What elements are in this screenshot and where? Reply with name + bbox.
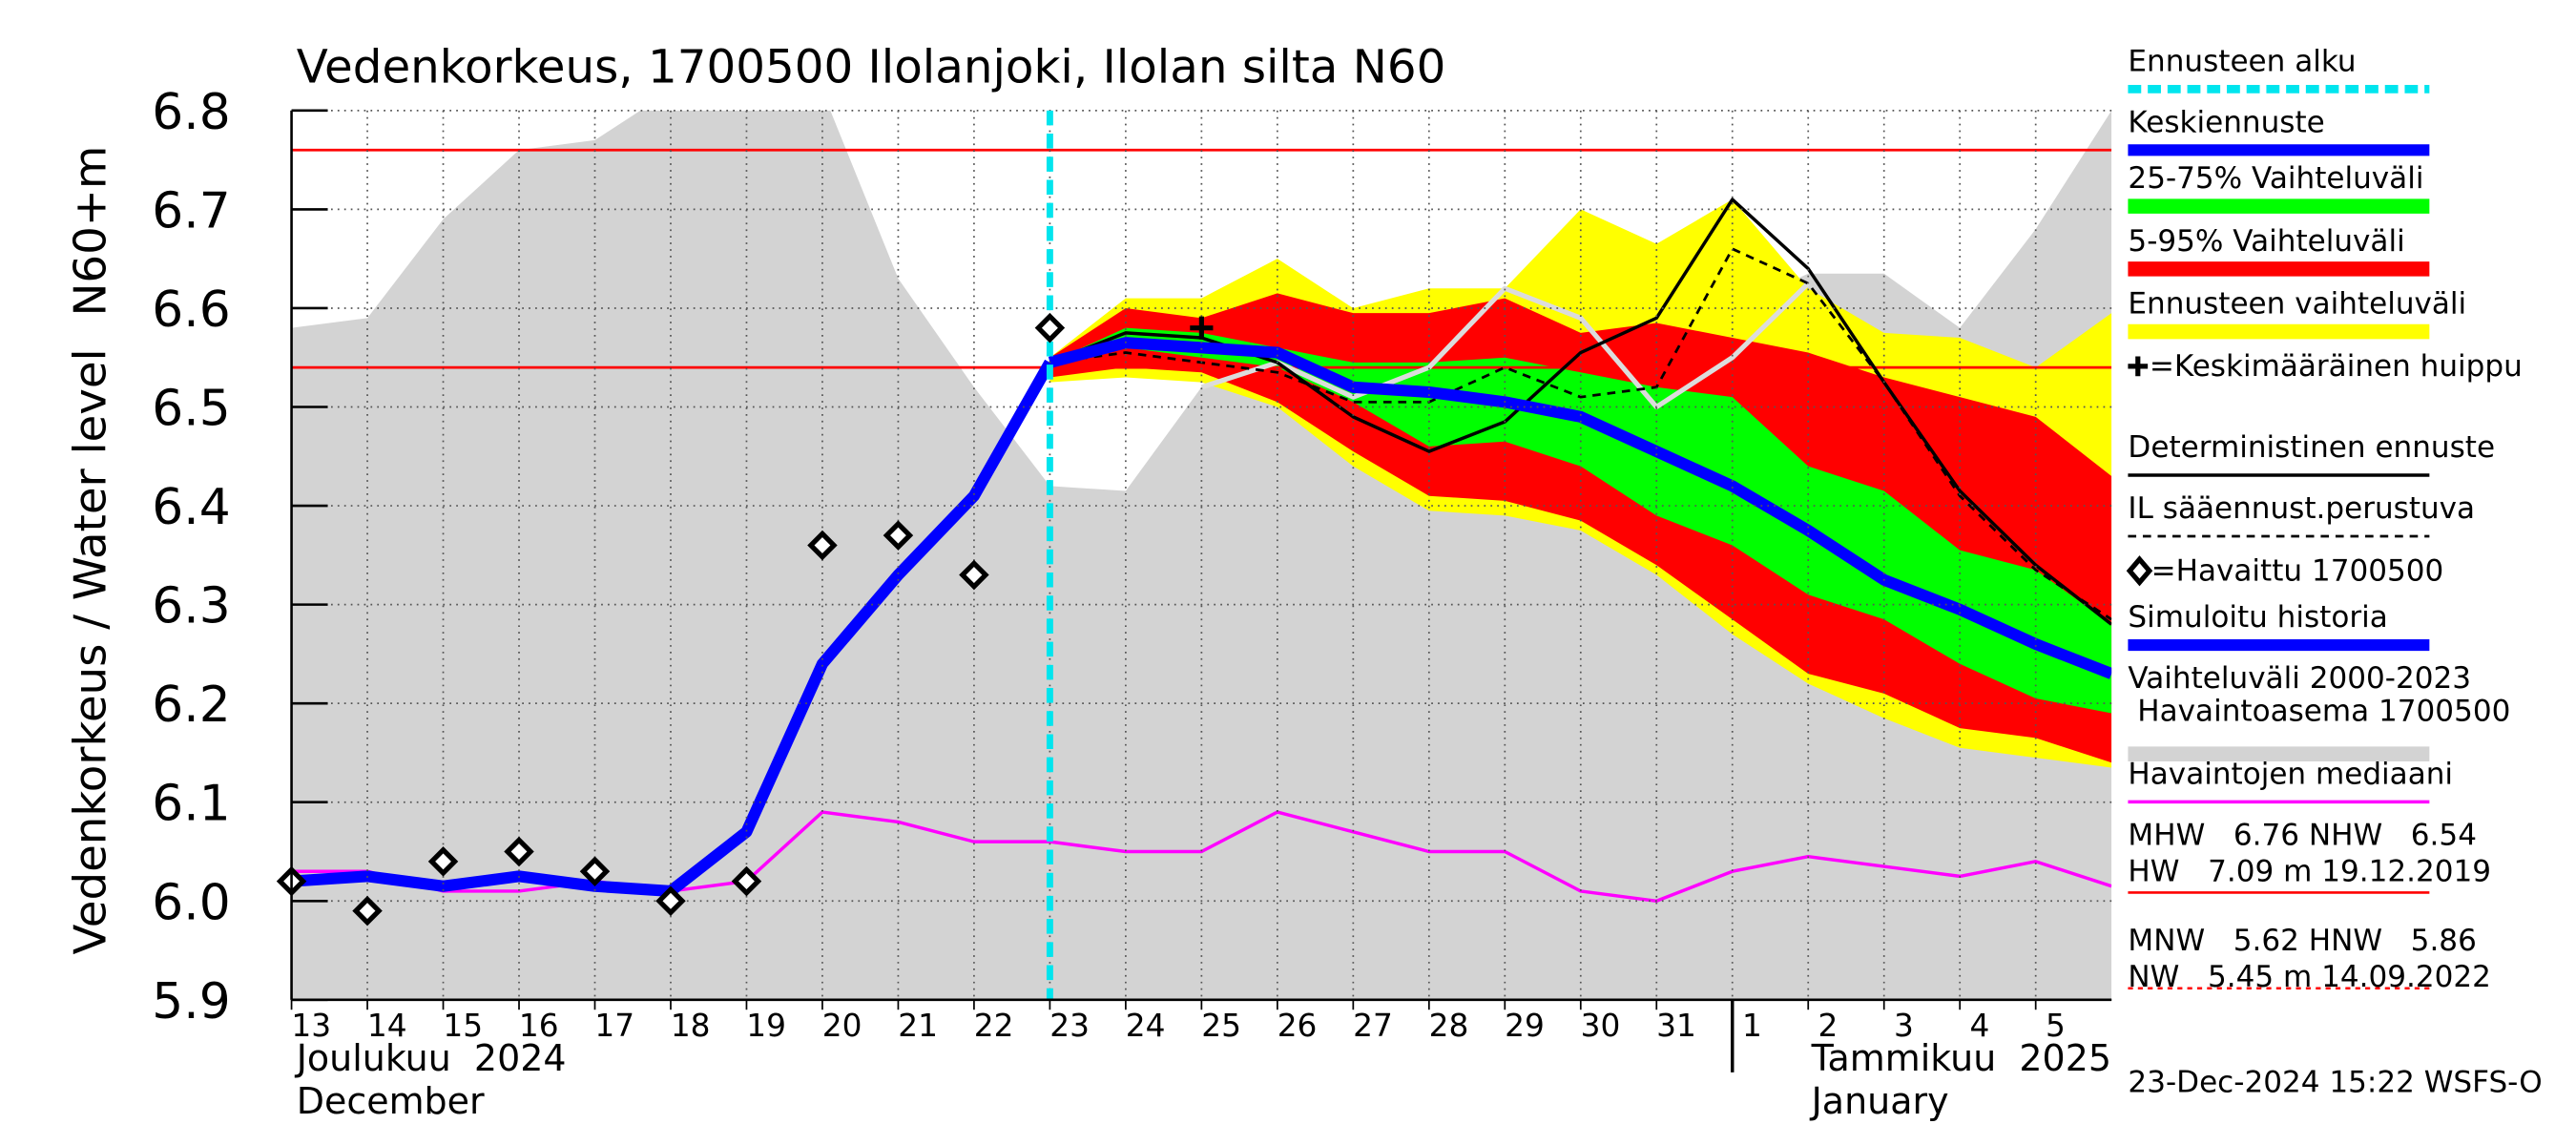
x-tick-label: 2: [1818, 1008, 1839, 1044]
observed-point: [504, 836, 534, 867]
observed-point: [352, 895, 383, 926]
x-tick-label: 18: [671, 1008, 711, 1044]
month-label: January: [1810, 1080, 1949, 1122]
y-axis-unit: N60+m: [65, 146, 116, 317]
y-axis-title: Vedenkorkeus / Water level: [65, 348, 116, 954]
band: [1049, 293, 2112, 763]
peak-marker: [1190, 316, 1214, 340]
x-tick-label: 16: [519, 1008, 559, 1044]
x-tick-label: 5: [2046, 1008, 2066, 1044]
x-tick-label: 15: [443, 1008, 483, 1044]
legend-label[interactable]: IL sääennust.perustuva: [2128, 491, 2475, 526]
x-tick-label: 24: [1126, 1008, 1166, 1044]
x-tick-label: 17: [594, 1008, 634, 1044]
timestamp: 23-Dec-2024 15:22 WSFS-O: [2128, 1066, 2542, 1100]
x-tick-label: 21: [898, 1008, 938, 1044]
x-tick-label: 13: [291, 1008, 331, 1044]
legend-swatch: [2128, 356, 2149, 377]
y-tick-label: 6.4: [152, 479, 230, 536]
x-tick-label: 14: [367, 1008, 407, 1044]
y-tick-label: 6.1: [152, 776, 230, 833]
observed-point: [807, 530, 838, 561]
legend-label[interactable]: 25-75% Vaihteluväli: [2128, 161, 2423, 196]
observed-point: [579, 856, 611, 886]
x-tick-label: 29: [1505, 1008, 1545, 1044]
legend-label[interactable]: Deterministinen ennuste: [2128, 430, 2495, 465]
observed-point: [731, 865, 762, 897]
x-tick-label: 28: [1429, 1008, 1469, 1044]
legend-swatch: [2126, 555, 2153, 587]
legend-label[interactable]: HW 7.09 m 19.12.2019: [2128, 854, 2491, 888]
month-label: Joulukuu 2024: [295, 1037, 567, 1079]
x-tick-label: 26: [1278, 1008, 1318, 1044]
band: [1049, 327, 2112, 714]
legend-label[interactable]: Ennusteen alku: [2128, 44, 2356, 78]
x-tick-label: 3: [1894, 1008, 1914, 1044]
observed-point: [883, 520, 914, 551]
observed-point: [427, 846, 459, 877]
series-line: [1048, 337, 2112, 679]
series-line: [1200, 281, 1811, 410]
x-tick-label: 20: [822, 1008, 862, 1044]
y-tick-label: 6.8: [152, 84, 230, 141]
y-tick-label: 5.9: [152, 973, 230, 1030]
observed-point: [959, 559, 989, 591]
y-tick-label: 6.6: [152, 281, 230, 339]
x-tick-label: 4: [1969, 1008, 1989, 1044]
legend-label[interactable]: Keskiennuste: [2128, 105, 2324, 139]
month-label: December: [297, 1080, 485, 1122]
x-tick-label: 30: [1581, 1008, 1621, 1044]
legend-label[interactable]: MNW 5.62 HNW 5.86: [2128, 924, 2476, 958]
x-tick-label: 22: [974, 1008, 1014, 1044]
y-tick-label: 6.0: [152, 874, 230, 931]
legend-label[interactable]: Vaihteluväli 2000-2023: [2128, 661, 2471, 696]
legend-label[interactable]: Havaintojen mediaani: [2128, 757, 2453, 791]
y-tick-label: 6.2: [152, 677, 230, 734]
observed-point: [1034, 312, 1066, 344]
x-tick-label: 31: [1656, 1008, 1696, 1044]
legend-label[interactable]: =Havaittu 1700500: [2151, 554, 2444, 589]
series-line: [1049, 247, 2112, 621]
y-tick-label: 6.7: [152, 182, 230, 239]
legend-label[interactable]: Ennusteen vaihteluväli: [2128, 287, 2466, 322]
x-tick-label: 23: [1049, 1008, 1090, 1044]
y-tick-label: 6.3: [152, 578, 230, 635]
month-label: Tammikuu 2025: [1811, 1037, 2111, 1079]
x-tick-label: 25: [1201, 1008, 1241, 1044]
legend-label[interactable]: =Keskimääräinen huippu: [2150, 349, 2523, 384]
legend-label[interactable]: MHW 6.76 NHW 6.54: [2128, 818, 2477, 852]
legend-label[interactable]: Simuloitu historia: [2128, 600, 2387, 635]
legend-label[interactable]: 5-95% Vaihteluväli: [2128, 224, 2404, 259]
y-tick-label: 6.5: [152, 380, 230, 437]
chart-title: Vedenkorkeus, 1700500 Ilolanjoki, Ilolan…: [297, 40, 1446, 94]
x-tick-label: 1: [1742, 1008, 1762, 1044]
legend-label[interactable]: Havaintoasema 1700500: [2128, 695, 2510, 729]
x-tick-label: 27: [1353, 1008, 1393, 1044]
x-tick-label: 19: [746, 1008, 786, 1044]
observed-point: [655, 885, 686, 917]
